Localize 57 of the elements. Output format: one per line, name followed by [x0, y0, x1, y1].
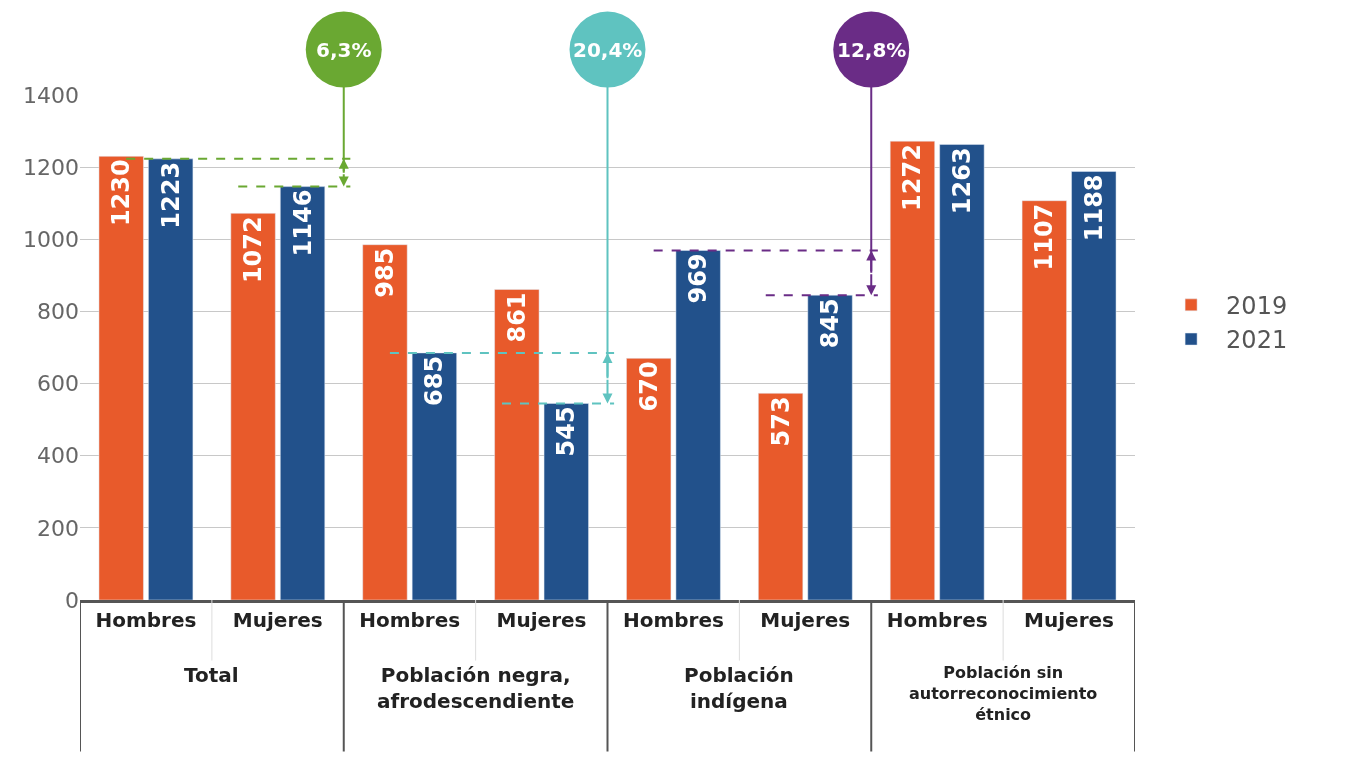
y-tick-label: 1400 — [23, 82, 79, 108]
data-label: 1072 — [239, 216, 268, 284]
text: 12,8% — [837, 38, 907, 62]
y-tick-label: 600 — [37, 371, 79, 397]
bar — [362, 244, 408, 600]
data-label: 1272 — [898, 144, 927, 211]
data-label: 845 — [816, 298, 845, 349]
x-tick-label: Hombres — [622, 608, 724, 632]
text: Población indígena — [684, 663, 794, 713]
x-tick-label: Hombres — [359, 608, 461, 632]
data-label: 1146 — [288, 189, 317, 257]
text: Total — [184, 663, 239, 687]
bar — [807, 294, 853, 600]
bar — [98, 156, 144, 600]
x-tick-label: Hombres — [95, 608, 197, 632]
y-tick-label: 400 — [37, 443, 79, 469]
y-tick-label: 1200 — [23, 154, 79, 180]
data-label: 861 — [502, 292, 531, 343]
data-label: 573 — [766, 396, 795, 447]
bar — [543, 403, 589, 600]
bar — [758, 393, 804, 600]
legend-label: 2019 — [1226, 292, 1288, 321]
data-label: 1230 — [107, 159, 136, 227]
data-label: 1223 — [156, 161, 185, 229]
legend-label: 2021 — [1226, 326, 1288, 355]
bar — [675, 250, 721, 600]
text: Población sin autorreconocimiento étnico — [909, 663, 1098, 724]
data-label: 1263 — [947, 147, 976, 215]
text: 6,3% — [316, 38, 372, 62]
x-tick-label: Mujeres — [232, 608, 323, 632]
bar — [230, 213, 276, 600]
data-label: 985 — [370, 247, 399, 298]
x-tick-label: Mujeres — [760, 608, 851, 632]
x-tick-label: Mujeres — [496, 608, 587, 632]
data-label: 1188 — [1079, 174, 1108, 242]
bar — [939, 144, 985, 600]
text: 20,4% — [573, 38, 643, 62]
data-label: 685 — [420, 355, 449, 407]
bar — [411, 352, 457, 600]
text: Población negra, afrodescendiente — [377, 663, 575, 713]
data-label: 969 — [684, 253, 713, 304]
bar — [280, 186, 326, 600]
data-label: 670 — [634, 361, 663, 412]
y-tick-label: 800 — [37, 299, 79, 325]
bar — [148, 158, 194, 600]
data-label: 545 — [552, 406, 581, 457]
y-tick-label: 200 — [37, 515, 79, 541]
y-tick-label: 0 — [65, 587, 79, 613]
x-tick-label: Mujeres — [1024, 608, 1115, 632]
x-tick-label: Hombres — [886, 608, 988, 632]
bar — [626, 358, 672, 600]
bar — [889, 140, 935, 600]
data-label: 1107 — [1030, 203, 1059, 271]
bar — [1071, 171, 1117, 600]
bar — [1021, 200, 1067, 600]
y-tick-label: 1000 — [23, 226, 79, 252]
bar — [494, 289, 540, 600]
